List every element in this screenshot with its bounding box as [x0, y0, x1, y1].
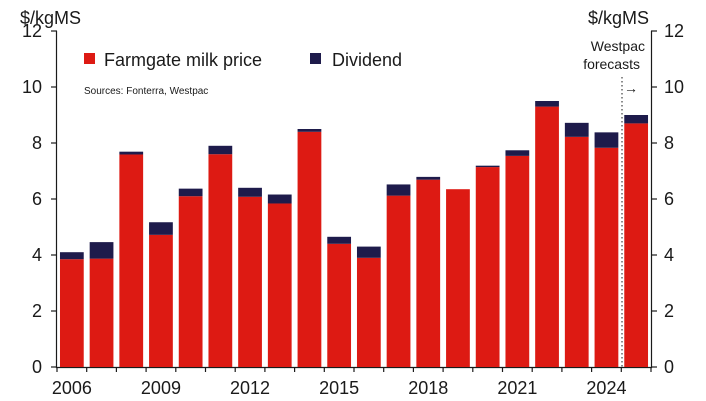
x-tick-label-2018: 2018 — [408, 378, 448, 398]
bar-milk-price-2009 — [149, 234, 173, 367]
bar-dividend-2015 — [327, 236, 352, 244]
bar-dividend-2007 — [89, 242, 114, 259]
bar-dividend-2022 — [535, 101, 559, 107]
y-tick-right-label-8: 8 — [664, 133, 674, 153]
x-tick-label-2024: 2024 — [586, 378, 626, 398]
x-tick-label-2021: 2021 — [497, 378, 537, 398]
left-axis-unit: $/kgMS — [20, 8, 81, 28]
bar-milk-price-2007 — [89, 258, 114, 367]
legend-label-dividend: Dividend — [332, 50, 402, 70]
bars — [59, 101, 649, 368]
y-tick-left-label-4: 4 — [32, 245, 42, 265]
right-axis-unit: $/kgMS — [588, 8, 649, 28]
bar-milk-price-2019 — [446, 189, 470, 367]
bar-milk-price-2017 — [386, 195, 411, 367]
bar-dividend-2025 — [624, 115, 649, 124]
forecast-label-line1: Westpac — [591, 38, 645, 54]
y-tick-right-label-12: 12 — [664, 21, 684, 41]
legend-label-milk-price: Farmgate milk price — [104, 50, 262, 70]
bar-milk-price-2008 — [119, 154, 144, 367]
x-tick-label-2015: 2015 — [319, 378, 359, 398]
bar-milk-price-2023 — [564, 136, 589, 367]
bar-dividend-2017 — [386, 184, 411, 196]
bar-milk-price-2024 — [594, 147, 619, 367]
y-tick-left-label-12: 12 — [22, 21, 42, 41]
x-axis-ticks: 2006 2009 2012 2015 2018 2021 2024 — [52, 367, 652, 398]
bar-dividend-2018 — [416, 176, 441, 180]
bar-milk-price-2021 — [505, 155, 530, 367]
forecast-label-line2: forecasts — [583, 56, 640, 72]
plot-frame — [55, 31, 653, 369]
forecast-annotation: Westpac forecasts → — [583, 38, 645, 367]
bar-milk-price-2013 — [267, 203, 292, 367]
bar-milk-price-2015 — [327, 243, 352, 367]
legend: Farmgate milk price Dividend — [84, 50, 402, 70]
y-tick-left-label-6: 6 — [32, 189, 42, 209]
bar-milk-price-2025 — [624, 123, 649, 368]
bar-milk-price-2020 — [475, 167, 500, 367]
y-tick-left-label-0: 0 — [32, 357, 42, 377]
bar-milk-price-2006 — [59, 259, 84, 367]
forecast-arrow: → — [624, 80, 638, 96]
y-tick-left-label-8: 8 — [32, 133, 42, 153]
x-tick-label-2006: 2006 — [52, 378, 92, 398]
bar-dividend-2011 — [208, 145, 233, 155]
bar-milk-price-2012 — [238, 196, 262, 367]
y-tick-left-label-2: 2 — [32, 301, 42, 321]
legend-swatch-dividend — [310, 53, 321, 64]
bar-milk-price-2010 — [178, 196, 203, 367]
y-tick-right-label-10: 10 — [664, 77, 684, 97]
legend-swatch-milk-price — [84, 53, 95, 64]
bar-dividend-2014 — [297, 129, 322, 132]
y-tick-right-label-2: 2 — [664, 301, 674, 321]
y-tick-right-label-6: 6 — [664, 189, 674, 209]
y-tick-right-label-4: 4 — [664, 245, 674, 265]
bar-dividend-2024 — [594, 132, 619, 148]
x-tick-label-2012: 2012 — [230, 378, 270, 398]
bar-milk-price-2016 — [356, 257, 381, 367]
bar-dividend-2016 — [356, 246, 381, 258]
bar-dividend-2010 — [178, 188, 203, 197]
bar-milk-price-2011 — [208, 154, 233, 367]
bar-dividend-2008 — [119, 151, 144, 155]
bar-dividend-2020 — [475, 165, 500, 168]
bar-dividend-2006 — [59, 252, 84, 260]
source-note: Sources: Fonterra, Westpac — [84, 86, 208, 97]
bar-milk-price-2018 — [416, 179, 441, 367]
x-tick-label-2009: 2009 — [141, 378, 181, 398]
bar-milk-price-2022 — [535, 106, 559, 367]
bar-milk-price-2014 — [297, 131, 322, 367]
bar-dividend-2009 — [149, 222, 173, 235]
bar-dividend-2021 — [505, 150, 530, 156]
bar-dividend-2013 — [267, 194, 292, 204]
y-axis-ticks: 0 0 2 2 4 4 6 6 8 8 10 10 12 12 — [22, 21, 684, 377]
y-tick-left-label-10: 10 — [22, 77, 42, 97]
bar-dividend-2012 — [238, 187, 262, 197]
y-tick-right-label-0: 0 — [664, 357, 674, 377]
bar-dividend-2023 — [564, 122, 589, 137]
